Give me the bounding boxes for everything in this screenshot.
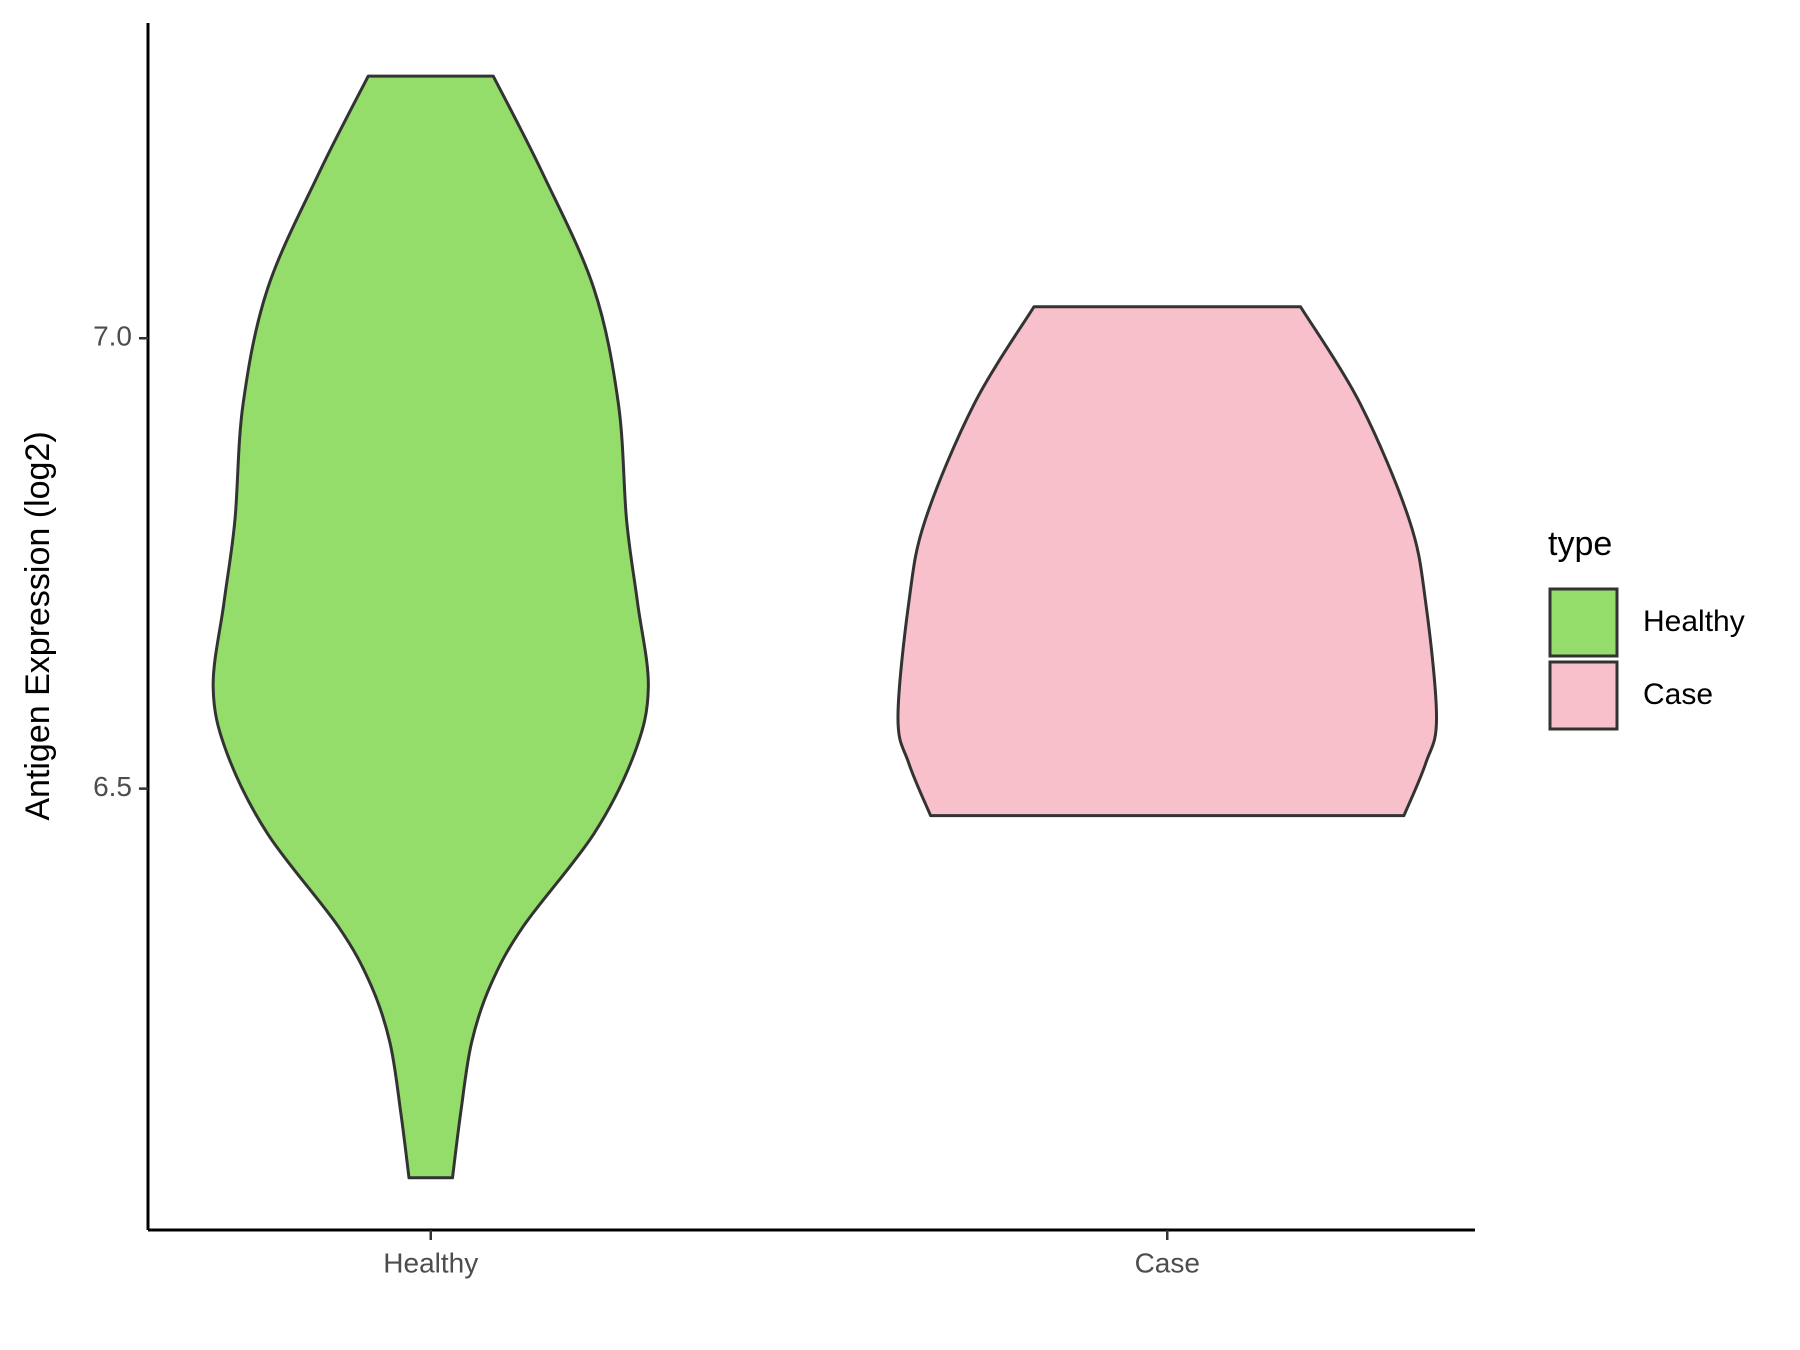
y-axis-title: Antigen Expression (log2) xyxy=(19,431,57,820)
x-tick-label: Case xyxy=(1135,1247,1200,1278)
legend-title: type xyxy=(1548,525,1612,563)
legend-label: Case xyxy=(1643,678,1713,711)
legend-label: Healthy xyxy=(1643,605,1745,638)
y-tick-label: 7.0 xyxy=(93,321,132,352)
violin xyxy=(896,305,1439,818)
legend-key xyxy=(1548,587,1619,658)
legend-key xyxy=(1548,660,1619,731)
violin xyxy=(211,74,650,1180)
x-tick-label: Healthy xyxy=(383,1247,478,1278)
y-tick-label: 6.5 xyxy=(93,771,132,802)
